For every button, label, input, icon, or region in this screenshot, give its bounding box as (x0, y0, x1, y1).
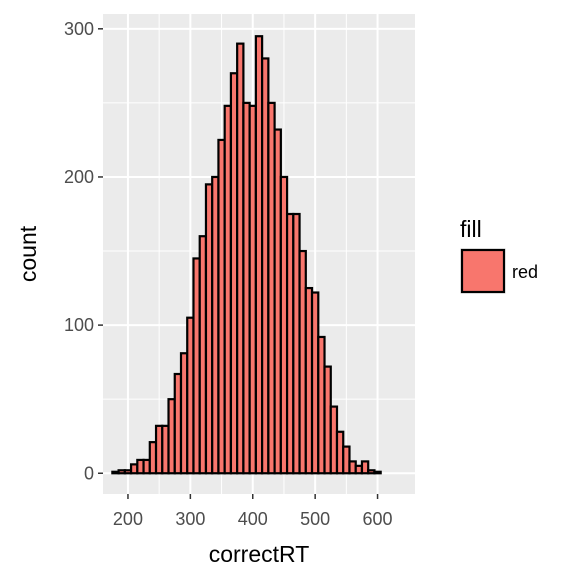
y-tick-label: 300 (64, 19, 94, 39)
histogram-bar (342, 445, 351, 475)
histogram-bar (373, 470, 382, 475)
legend-title: fill (460, 216, 482, 242)
legend: fill red (460, 216, 538, 294)
x-tick-label: 300 (175, 509, 205, 529)
histogram-bars (111, 35, 382, 475)
y-tick-label: 0 (84, 463, 94, 483)
x-tick-label: 200 (113, 509, 143, 529)
legend-key-red (460, 248, 506, 294)
x-tick-label: 400 (238, 509, 268, 529)
y-tick-label: 100 (64, 315, 94, 335)
x-tick-label: 600 (363, 509, 393, 529)
y-axis-title: count (15, 225, 41, 282)
histogram-bar (360, 460, 370, 475)
y-axis: 0 100 200 300 (64, 19, 103, 483)
x-tick-label: 500 (300, 509, 330, 529)
x-axis: 200 300 400 500 600 (113, 494, 393, 529)
y-tick-label: 200 (64, 167, 94, 187)
legend-label-red: red (512, 262, 538, 282)
x-axis-title: correctRT (209, 541, 310, 567)
